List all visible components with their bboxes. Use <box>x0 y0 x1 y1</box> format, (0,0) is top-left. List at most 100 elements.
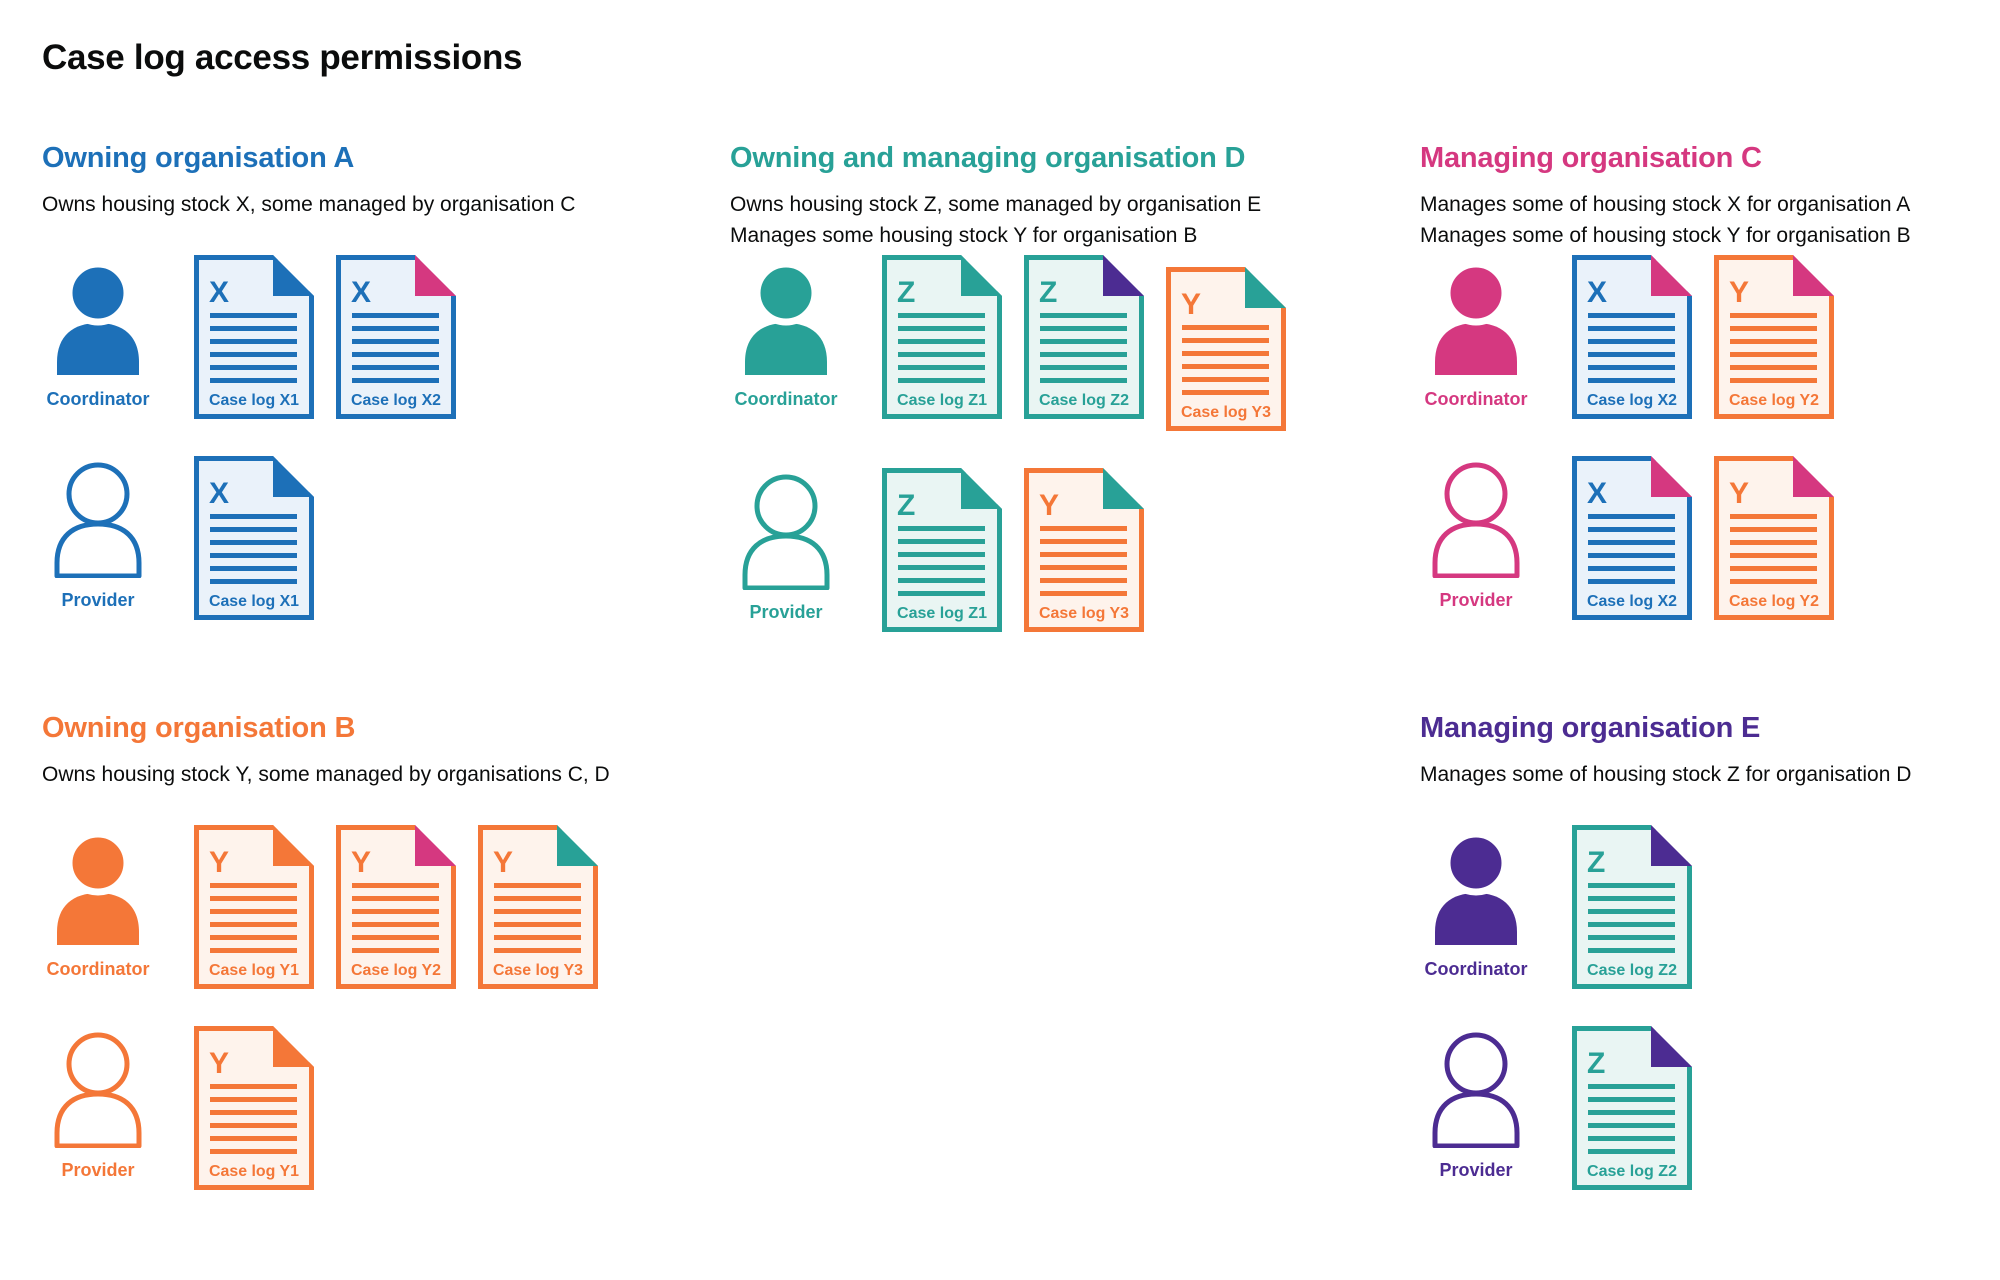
coordinator-figure: Coordinator <box>730 259 842 410</box>
provider-row: Provider Y Case log Y1 <box>42 1026 702 1195</box>
doc-text-line <box>494 922 581 927</box>
doc-text-line <box>1588 553 1675 558</box>
org-description: Owns housing stock Y, some managed by or… <box>42 759 702 825</box>
doc-stock-letter: Y <box>1039 489 1059 522</box>
page-title: Case log access permissions <box>42 38 523 77</box>
fold-corner <box>415 825 456 866</box>
case-log-doc: X Case log X1 <box>194 456 314 625</box>
org-section-a: Owning organisation A Owns housing stock… <box>42 142 702 625</box>
fold-corner <box>273 825 314 866</box>
doc-text-line <box>210 922 297 927</box>
doc-group: Z Case log Z2 <box>1572 825 1692 994</box>
provider-figure: Provider <box>730 472 842 623</box>
doc-text-line <box>352 883 439 888</box>
doc-label: Case log Y3 <box>1181 404 1271 421</box>
org-title: Owning organisation A <box>42 142 355 174</box>
doc-stock-letter: Y <box>209 846 229 879</box>
case-log-doc: Y Case log Y2 <box>336 825 456 994</box>
doc-text-line <box>210 326 297 331</box>
doc-text-line <box>1730 365 1817 370</box>
doc-text-line <box>1730 540 1817 545</box>
doc-text-line <box>1040 339 1127 344</box>
fold-corner <box>1651 825 1692 866</box>
role-label: Provider <box>61 1160 135 1180</box>
doc-text-line <box>1730 352 1817 357</box>
doc-text-line <box>1182 377 1269 382</box>
case-log-doc: Y Case log Y3 <box>1166 267 1286 436</box>
coordinator-figure: Coordinator <box>1420 829 1532 980</box>
case-log-document-icon: Y Case log Y2 <box>1714 255 1834 419</box>
doc-stock-letter: Z <box>1039 276 1057 309</box>
coordinator-row: Coordinator Y Case log Y1 Y Case log Y2 … <box>42 825 702 994</box>
coordinator-person-icon <box>745 260 827 375</box>
fold-corner <box>1793 255 1834 296</box>
org-description: Owns housing stock Z, some managed by or… <box>730 189 1390 255</box>
doc-text-line <box>1182 390 1269 395</box>
doc-text-line <box>1588 909 1675 914</box>
doc-stock-letter: Z <box>1587 846 1605 879</box>
doc-group: Z Case log Z1 Z Case log Z2 Y Case log Y… <box>882 255 1286 436</box>
doc-text-line <box>898 526 985 531</box>
case-log-doc: X Case log X2 <box>1572 456 1692 625</box>
role-label: Coordinator <box>1424 959 1528 979</box>
org-description-line: Manages some housing stock Y for organis… <box>730 224 1198 247</box>
doc-text-line <box>352 948 439 953</box>
role-label: Provider <box>1439 1160 1513 1180</box>
doc-text-line <box>210 352 297 357</box>
doc-text-line <box>494 948 581 953</box>
doc-text-line <box>210 540 297 545</box>
coordinator-person-icon <box>1435 260 1517 375</box>
doc-stock-letter: Y <box>1729 477 1749 510</box>
doc-text-line <box>1588 1123 1675 1128</box>
role-label: Coordinator <box>46 389 150 409</box>
doc-group: Z Case log Z1 Y Case log Y3 <box>882 468 1144 637</box>
doc-label: Case log X1 <box>209 593 299 610</box>
doc-text-line <box>1588 514 1675 519</box>
doc-stock-letter: Y <box>1181 288 1201 321</box>
doc-text-line <box>898 326 985 331</box>
doc-text-line <box>1588 1149 1675 1154</box>
doc-text-line <box>1730 527 1817 532</box>
doc-text-line <box>352 365 439 370</box>
doc-text-line <box>1588 339 1675 344</box>
provider-figure: Provider <box>1420 460 1532 611</box>
doc-text-line <box>210 948 297 953</box>
doc-text-line <box>210 566 297 571</box>
fold-corner <box>273 255 314 296</box>
coordinator-figure: Coordinator <box>42 259 154 410</box>
doc-text-line <box>352 313 439 318</box>
doc-stock-letter: X <box>209 276 229 309</box>
doc-text-line <box>1182 364 1269 369</box>
case-log-doc: Y Case log Y2 <box>1714 255 1834 424</box>
doc-text-line <box>1588 365 1675 370</box>
doc-stock-letter: Y <box>1729 276 1749 309</box>
doc-label: Case log Y2 <box>1729 593 1819 610</box>
doc-text-line <box>1588 313 1675 318</box>
org-section-c: Managing organisation C Manages some of … <box>1420 142 2000 625</box>
role-label: Provider <box>749 602 823 622</box>
doc-text-line <box>1588 540 1675 545</box>
case-log-document-icon: X Case log X2 <box>1572 255 1692 419</box>
doc-text-line <box>898 591 985 596</box>
case-log-document-icon: Y Case log Y3 <box>1024 468 1144 632</box>
fold-corner <box>1651 255 1692 296</box>
doc-text-line <box>1040 378 1127 383</box>
case-log-document-icon: X Case log X1 <box>194 255 314 419</box>
role-label: Provider <box>61 590 135 610</box>
case-log-doc: Z Case log Z2 <box>1024 255 1144 436</box>
org-description: Owns housing stock X, some managed by or… <box>42 189 702 255</box>
doc-label: Case log Z2 <box>1587 962 1677 979</box>
doc-text-line <box>494 909 581 914</box>
doc-label: Case log Y1 <box>209 962 299 979</box>
doc-label: Case log X2 <box>351 392 441 409</box>
doc-text-line <box>1182 325 1269 330</box>
org-title: Owning and managing organisation D <box>730 142 1246 174</box>
fold-corner <box>1651 1026 1692 1067</box>
doc-text-line <box>1588 1097 1675 1102</box>
doc-label: Case log Z2 <box>1587 1163 1677 1180</box>
fold-corner <box>1103 468 1144 509</box>
org-description: Manages some of housing stock Z for orga… <box>1420 759 2000 825</box>
case-log-doc: X Case log X2 <box>336 255 456 424</box>
doc-text-line <box>210 514 297 519</box>
doc-text-line <box>1040 313 1127 318</box>
